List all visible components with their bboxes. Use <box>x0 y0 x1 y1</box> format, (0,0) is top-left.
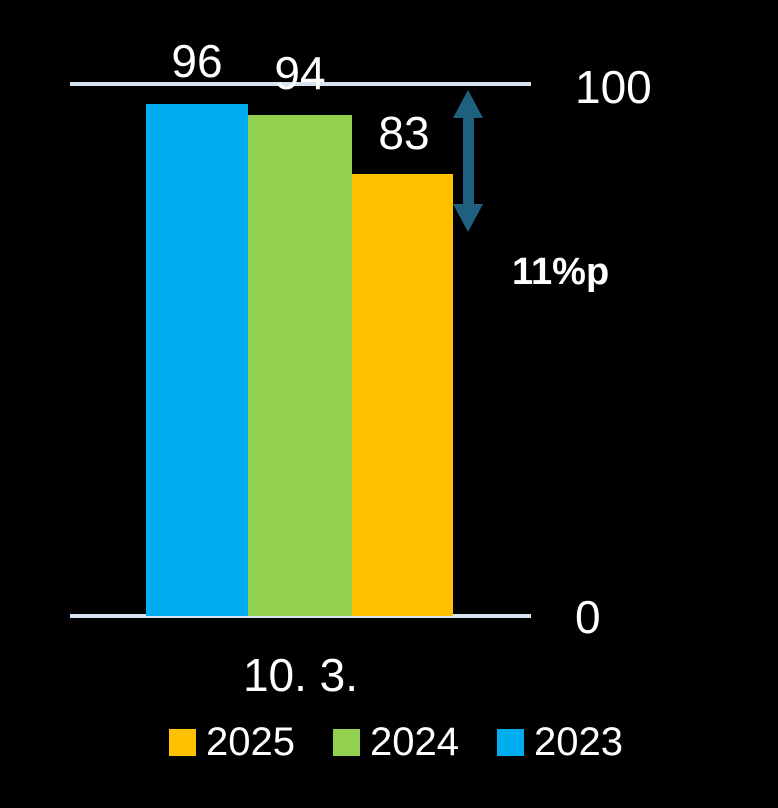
x-axis-baseline <box>70 614 531 618</box>
legend-swatch-2025 <box>169 728 197 756</box>
y-axis-min-label: 0 <box>575 591 601 643</box>
bar-2025 <box>352 174 453 616</box>
legend-swatch-2023 <box>496 728 524 756</box>
legend-item-2024: 2024 <box>333 722 459 762</box>
bar-2023 <box>146 104 248 616</box>
legend-item-2023: 2023 <box>496 720 623 764</box>
reference-line-100 <box>70 82 531 86</box>
bar-2024 <box>248 115 352 616</box>
value-label-2025: 83 <box>378 107 430 159</box>
value-label-2024: 94 <box>274 47 326 99</box>
difference-annotation: 11%p <box>512 251 610 293</box>
value-label-2023: 96 <box>171 35 223 87</box>
legend-item-2025: 2025 <box>169 722 295 762</box>
arrow-up-head-icon <box>453 90 483 118</box>
arrow-down-head-icon <box>453 204 483 232</box>
legend-label-2023: 2023 <box>533 720 623 764</box>
y-axis-max-label: 100 <box>575 61 652 113</box>
legend: 2025 2024 2023 <box>0 722 778 762</box>
legend-label-2025: 2025 <box>206 720 295 764</box>
arrow-shaft <box>462 118 474 204</box>
legend-swatch-2024 <box>333 728 360 756</box>
x-axis-category-label: 10. 3. <box>242 649 359 701</box>
difference-double-arrow-icon <box>453 90 483 232</box>
legend-label-2024: 2024 <box>370 720 459 764</box>
